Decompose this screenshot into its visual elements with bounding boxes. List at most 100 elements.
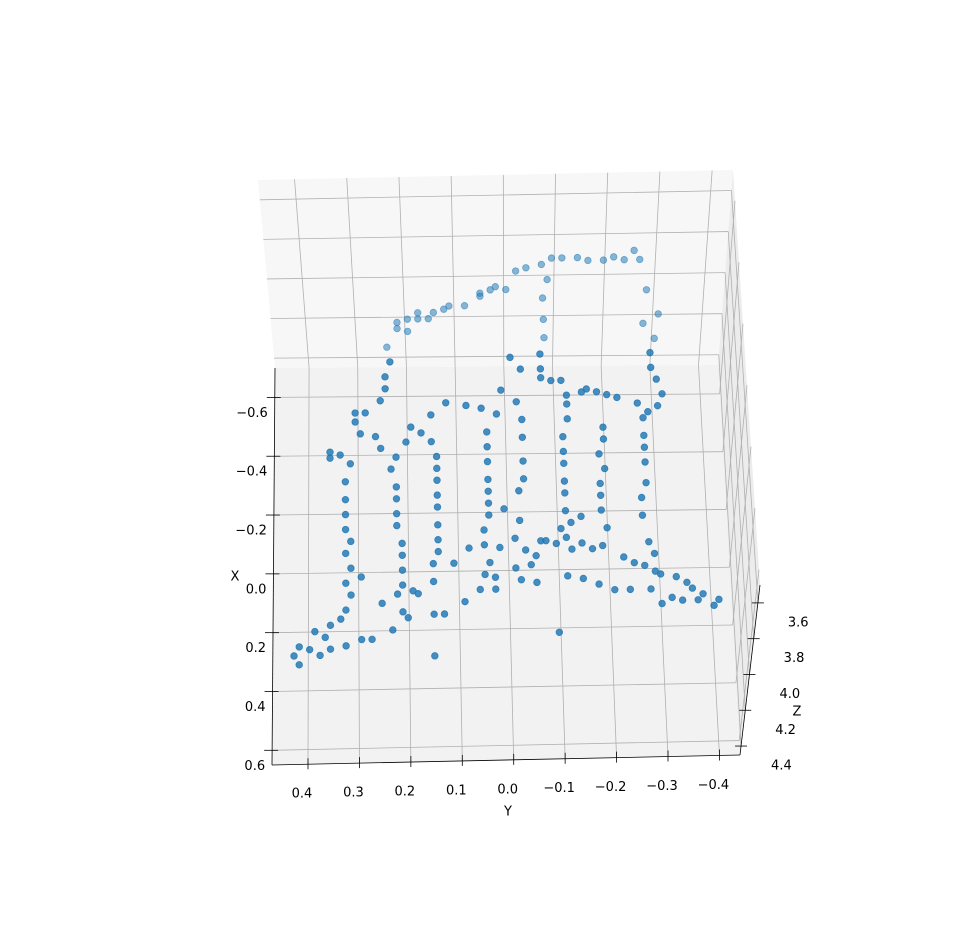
point [641, 561, 649, 570]
point [497, 386, 505, 394]
y-tick-label: −0.4 [698, 778, 730, 793]
point [341, 549, 350, 558]
point [484, 475, 492, 484]
grid-line [721, 313, 746, 711]
point [521, 546, 530, 554]
y-axis-label: Y [503, 805, 512, 820]
point [654, 310, 662, 318]
point [536, 350, 544, 358]
point [392, 495, 401, 503]
grid-line [454, 366, 463, 761]
grid-line [698, 170, 713, 366]
point [596, 479, 604, 488]
x-axis-line [271, 367, 276, 766]
point [579, 574, 588, 583]
point [539, 315, 548, 324]
point [484, 499, 493, 507]
grid-line [307, 367, 310, 765]
point [710, 601, 718, 610]
grid-line [272, 740, 740, 751]
point [532, 551, 540, 560]
point [402, 438, 410, 446]
x-tick-label: 0.0 [246, 582, 267, 597]
point [557, 524, 565, 533]
y-axis-line [271, 754, 741, 766]
point [516, 365, 525, 373]
point [321, 633, 329, 642]
point [600, 464, 609, 473]
point [638, 511, 647, 519]
point [527, 560, 535, 569]
point [645, 538, 653, 546]
point [599, 435, 608, 443]
point [336, 451, 344, 459]
grid-line [272, 624, 733, 634]
point [326, 645, 335, 653]
point [613, 393, 621, 402]
point [381, 385, 389, 393]
point [392, 453, 400, 461]
y-tick-label: 0.4 [292, 787, 313, 802]
point [518, 415, 526, 424]
points [290, 246, 723, 669]
point [442, 399, 450, 407]
point [398, 581, 407, 589]
z-axis-line [739, 584, 761, 756]
point [512, 398, 520, 406]
point [502, 285, 510, 294]
point [393, 318, 401, 327]
grid-line [722, 262, 740, 452]
point [603, 523, 611, 532]
point [552, 539, 561, 548]
point [356, 430, 365, 438]
point [460, 302, 469, 310]
point [564, 572, 572, 580]
point [484, 487, 492, 495]
x-tick-label: 0.6 [244, 759, 265, 774]
grid-line [406, 367, 412, 763]
grid-line [270, 313, 722, 319]
point [656, 570, 665, 578]
x-axis-label: X [231, 570, 240, 585]
point [414, 589, 422, 598]
point [429, 577, 438, 586]
point [515, 487, 523, 495]
point [688, 584, 697, 592]
point [483, 428, 491, 436]
point [637, 493, 646, 502]
point [683, 578, 691, 587]
grid-line [732, 446, 752, 626]
point [537, 260, 546, 269]
y-tick-label: 0.0 [497, 782, 518, 797]
point [547, 376, 555, 385]
point [398, 539, 406, 548]
point [555, 628, 564, 637]
point [562, 391, 571, 399]
point [368, 635, 376, 644]
point [433, 476, 441, 484]
point [483, 443, 491, 451]
grid-line [398, 177, 407, 368]
point [427, 411, 435, 419]
grid-line [729, 385, 748, 568]
grid-line [274, 354, 719, 359]
point [450, 559, 458, 567]
point [588, 544, 597, 553]
y-tick-label: −0.3 [646, 779, 678, 794]
point [342, 579, 350, 587]
point [485, 511, 493, 519]
point [295, 643, 303, 651]
z-tick-label: 3.8 [784, 651, 805, 666]
z-axis-label: Z [793, 705, 802, 720]
x-tick-label: 0.4 [245, 700, 266, 715]
point [429, 559, 437, 568]
point [597, 506, 605, 514]
point [517, 576, 526, 584]
point [650, 549, 659, 558]
point [347, 591, 355, 599]
point [290, 652, 298, 660]
grid-line [649, 365, 669, 757]
point [477, 404, 485, 412]
point [515, 516, 524, 525]
point [694, 596, 702, 604]
